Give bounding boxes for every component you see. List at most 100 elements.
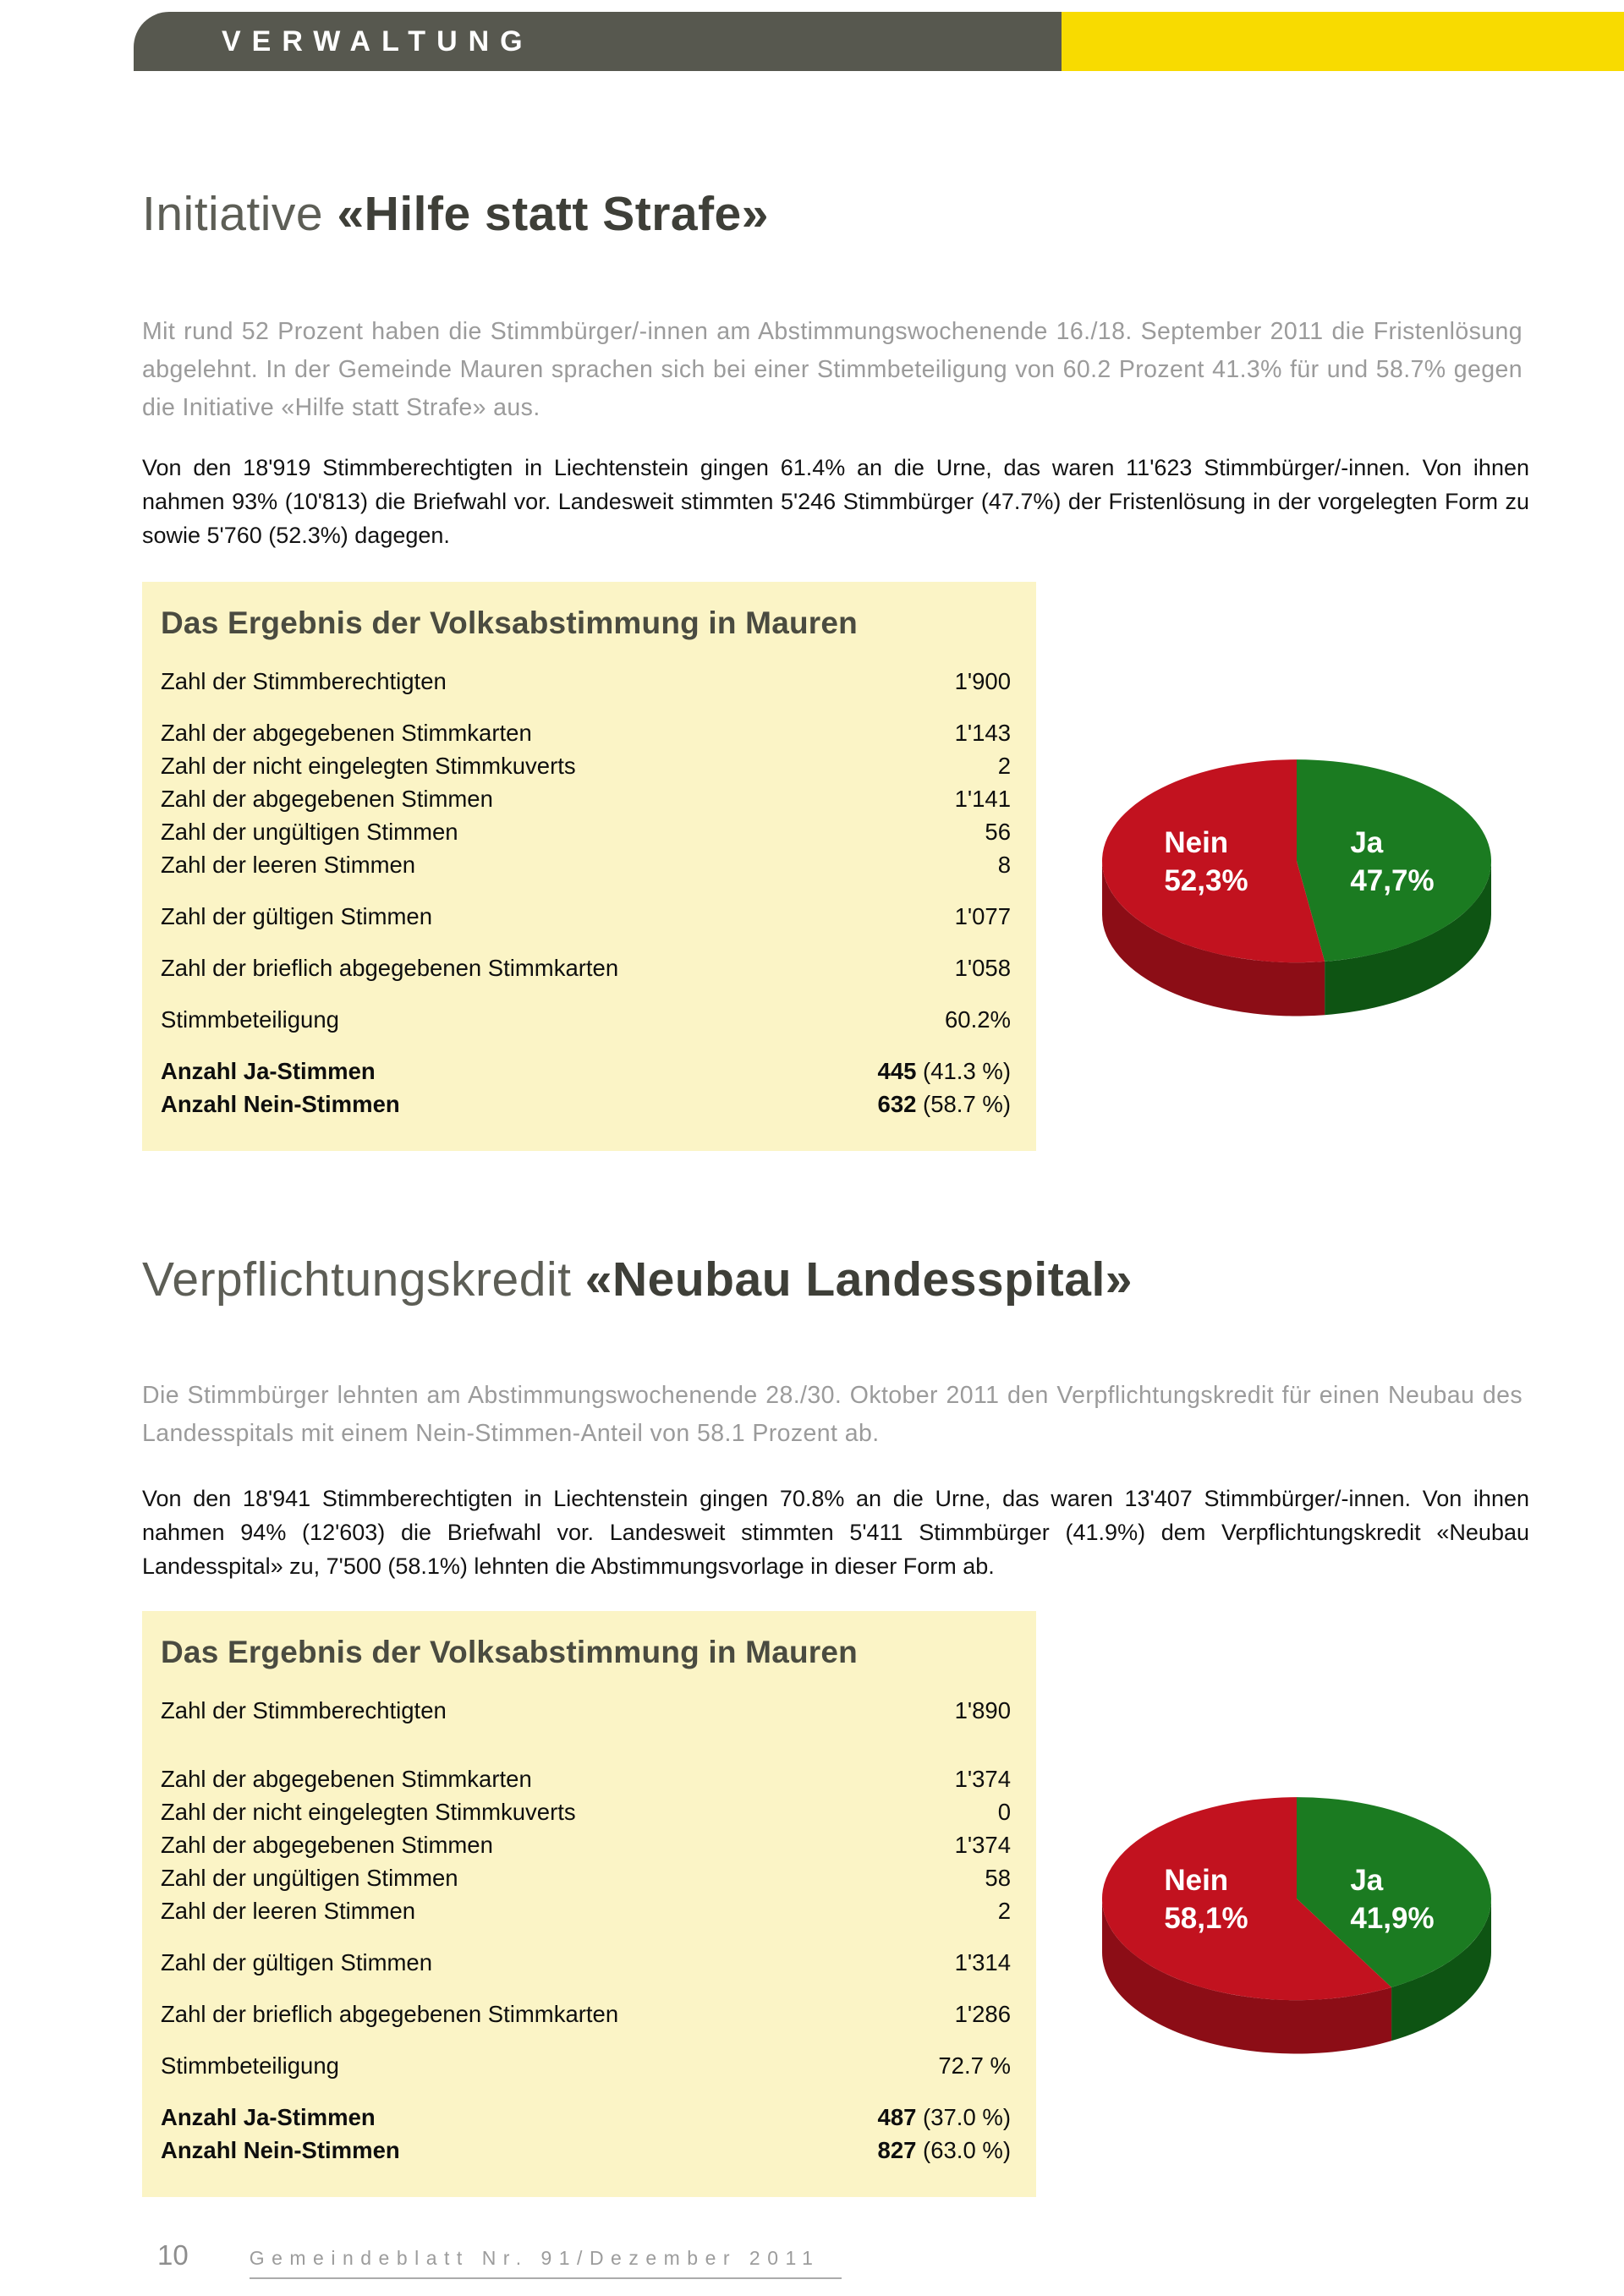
- result-label: Zahl der Stimmberechtigten: [161, 1697, 447, 1723]
- result-label: Zahl der Stimmberechtigten: [161, 668, 447, 694]
- results-box: Das Ergebnis der Volksabstimmung in Maur…: [142, 1611, 1036, 2197]
- lead-paragraph: Die Stimmbürger lehnten am Abstimmungswo…: [142, 1382, 1522, 1447]
- result-value: 0: [997, 1799, 1011, 1825]
- result-value: 1'890: [954, 1697, 1011, 1723]
- result-row: Zahl der nicht eingelegten Stimmkuverts 2: [161, 749, 1011, 782]
- result-row: Zahl der brieflich abgegebenen Stimmkart…: [161, 951, 1011, 984]
- result-value: 2: [997, 753, 1011, 779]
- pie-slice-side-ja: [1325, 860, 1491, 1015]
- pie-slice-nein: [1101, 1796, 1392, 2000]
- result-label: Zahl der abgegebenen Stimmkarten: [161, 1766, 532, 1792]
- body-paragraph: Von den 18'941 Stimmberechtigten in Liec…: [142, 1486, 1529, 1579]
- pie-slice-side-nein: [1102, 1898, 1392, 2053]
- page-number: 10: [157, 2239, 189, 2271]
- pie-slice-ja: [1297, 759, 1492, 962]
- result-label: Zahl der ungültigen Stimmen: [161, 819, 458, 845]
- result-label: Anzahl Ja-Stimmen: [161, 1058, 376, 1084]
- footer-text: Gemeindeblatt Nr. 91/Dezember 2011: [249, 2247, 842, 2279]
- result-value: 58: [985, 1865, 1011, 1891]
- result-value: 1'286: [954, 2001, 1011, 2027]
- result-row: Zahl der abgegebenen Stimmen 1'141: [161, 782, 1011, 815]
- result-label: Zahl der leeren Stimmen: [161, 852, 416, 878]
- result-row: Anzahl Nein-Stimmen 632 (58.7 %): [161, 1088, 1011, 1121]
- pie-chart: Ja 47,7% Nein 52,3%: [1102, 759, 1492, 1016]
- article-title-verpflichtungskredit: Verpflichtungskredit «Neubau Landesspita…: [142, 1252, 1133, 1307]
- results-box: Das Ergebnis der Volksabstimmung in Maur…: [142, 582, 1036, 1151]
- title-bold: «Hilfe statt Strafe»: [337, 187, 769, 241]
- result-value: 2: [997, 1898, 1011, 1924]
- result-value: 1'077: [954, 903, 1011, 929]
- result-label: Zahl der gültigen Stimmen: [161, 1949, 432, 1975]
- result-row: Zahl der gültigen Stimmen 1'077: [161, 900, 1011, 933]
- result-row: Zahl der abgegebenen Stimmkarten 1'374: [161, 1762, 1011, 1795]
- result-row: Zahl der leeren Stimmen 2: [161, 1894, 1011, 1927]
- title-bold: «Neubau Landesspital»: [584, 1252, 1133, 1307]
- results-box-title: Das Ergebnis der Volksabstimmung in Maur…: [161, 1635, 858, 1669]
- results-section: Das Ergebnis der Volksabstimmung in Maur…: [142, 1611, 1533, 2197]
- result-label: Anzahl Ja-Stimmen: [161, 2104, 376, 2130]
- pie-chart-container: Ja 47,7% Nein 52,3%: [1085, 734, 1508, 1023]
- result-row: Zahl der nicht eingelegten Stimmkuverts 0: [161, 1795, 1011, 1828]
- result-value: 1'143: [954, 720, 1011, 746]
- lead-paragraph: Mit rund 52 Prozent haben die Stimmbürge…: [142, 318, 1522, 421]
- result-label: Zahl der brieflich abgegebenen Stimmkart…: [161, 955, 619, 981]
- result-value: 1'058: [954, 955, 1011, 981]
- result-row: Zahl der ungültigen Stimmen 58: [161, 1861, 1011, 1894]
- result-label: Stimmbeteiligung: [161, 1006, 339, 1033]
- result-value: 60.2%: [945, 1006, 1011, 1033]
- result-row: Anzahl Nein-Stimmen 827 (63.0 %): [161, 2134, 1011, 2167]
- result-value: 1'374: [954, 1766, 1011, 1792]
- result-label: Zahl der nicht eingelegten Stimmkuverts: [161, 1799, 576, 1825]
- result-row: Zahl der Stimmberechtigten 1'890: [161, 1694, 1011, 1727]
- result-value: 445 (41.3 %): [877, 1058, 1011, 1084]
- results-section: Das Ergebnis der Volksabstimmung in Maur…: [142, 582, 1533, 1151]
- result-value: 1'314: [954, 1949, 1011, 1975]
- pie-slice-ja: [1297, 1796, 1491, 1987]
- page-footer: 10 Gemeindeblatt Nr. 91/Dezember 2011: [157, 2239, 842, 2279]
- pie-slice-nein: [1102, 759, 1325, 962]
- title-light: Verpflichtungskredit: [142, 1252, 572, 1307]
- result-value: 487 (37.0 %): [877, 2104, 1011, 2130]
- pie-chart: Ja 41,9% Nein 58,1%: [1101, 1796, 1491, 2053]
- result-value: 1'141: [954, 786, 1011, 812]
- result-value: 827 (63.0 %): [877, 2137, 1011, 2163]
- result-row: Zahl der gültigen Stimmen 1'314: [161, 1946, 1011, 1979]
- result-label: Zahl der abgegebenen Stimmen: [161, 1832, 493, 1858]
- result-label: Zahl der ungültigen Stimmen: [161, 1865, 458, 1891]
- pie-label-nein: Nein 58,1%: [1164, 1864, 1248, 1935]
- header-label: VERWALTUNG: [222, 25, 534, 58]
- result-row: Zahl der abgegebenen Stimmkarten 1'143: [161, 716, 1011, 749]
- pie-slice-side-nein: [1102, 860, 1325, 1016]
- article-title-initiative: Initiative «Hilfe statt Strafe»: [142, 186, 769, 242]
- result-label: Zahl der brieflich abgegebenen Stimmkart…: [161, 2001, 619, 2027]
- result-row: Zahl der ungültigen Stimmen 56: [161, 815, 1011, 848]
- header-bar-gray: VERWALTUNG: [134, 12, 1062, 71]
- results-box-title: Das Ergebnis der Volksabstimmung in Maur…: [161, 606, 858, 640]
- result-row: Zahl der brieflich abgegebenen Stimmkart…: [161, 1997, 1011, 2030]
- result-label: Zahl der abgegebenen Stimmkarten: [161, 720, 532, 746]
- pie-label-ja: Ja 47,7%: [1350, 826, 1434, 897]
- result-value: 632 (58.7 %): [877, 1091, 1011, 1117]
- result-row: Anzahl Ja-Stimmen 445 (41.3 %): [161, 1055, 1011, 1088]
- header-bar: VERWALTUNG: [134, 12, 1624, 71]
- result-label: Zahl der leeren Stimmen: [161, 1898, 416, 1924]
- result-row: Anzahl Ja-Stimmen 487 (37.0 %): [161, 2101, 1011, 2134]
- pie-chart-container: Ja 41,9% Nein 58,1%: [1085, 1772, 1508, 2061]
- result-value: 56: [985, 819, 1011, 845]
- pie-slice-side-ja: [1391, 1898, 1491, 2041]
- result-label: Anzahl Nein-Stimmen: [161, 1091, 400, 1117]
- result-value: 1'900: [954, 668, 1011, 694]
- results-table: Zahl der Stimmberechtigten 1'900 Zahl der …: [161, 665, 1011, 1121]
- header-accent-block: [1062, 12, 1624, 71]
- result-label: Anzahl Nein-Stimmen: [161, 2137, 400, 2163]
- result-label: Zahl der nicht eingelegten Stimmkuverts: [161, 753, 576, 779]
- result-row: Zahl der leeren Stimmen 8: [161, 848, 1011, 881]
- pie-label-nein: Nein 52,3%: [1164, 826, 1248, 897]
- result-value: 1'374: [954, 1832, 1011, 1858]
- result-row: Zahl der abgegebenen Stimmen 1'374: [161, 1828, 1011, 1861]
- pie-label-ja: Ja 41,9%: [1350, 1864, 1434, 1935]
- result-row: Stimmbeteiligung 60.2%: [161, 1003, 1011, 1036]
- body-paragraph: Von den 18'919 Stimmberechtigten in Liec…: [142, 455, 1529, 548]
- result-row: Stimmbeteiligung 72.7 %: [161, 2049, 1011, 2082]
